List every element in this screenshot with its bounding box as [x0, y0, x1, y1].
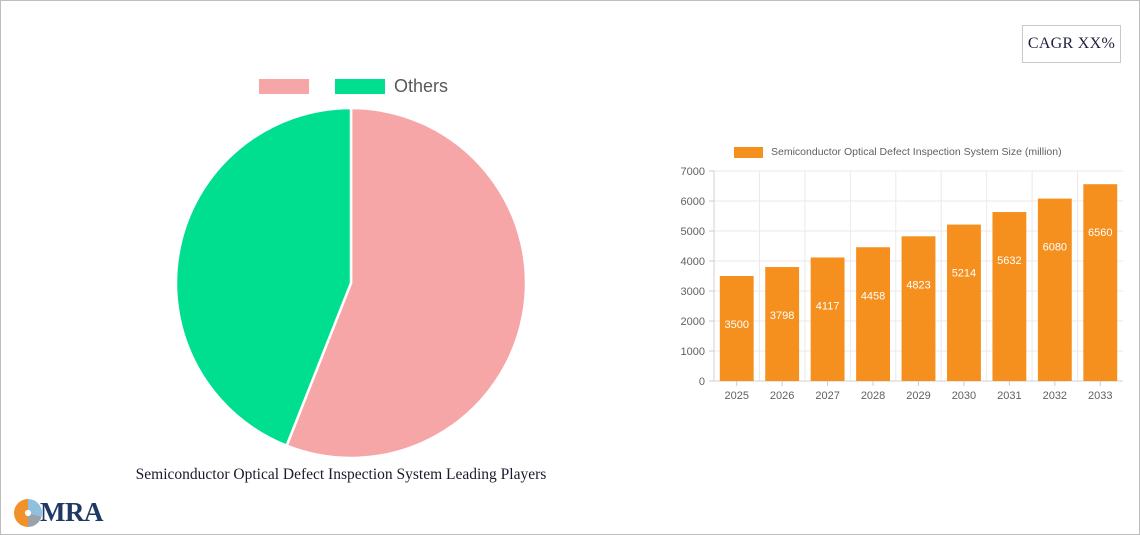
pie-slices — [176, 108, 526, 458]
logo-mark-lightblue-segment — [28, 498, 43, 516]
pie-legend-label-1: Others — [394, 75, 449, 96]
pie-slice-1[interactable] — [176, 108, 353, 448]
bar-value-label-2032: 6080 — [1043, 242, 1067, 254]
bar-2029[interactable] — [901, 236, 936, 381]
bar-2032[interactable] — [1037, 198, 1072, 381]
cagr-badge: CAGR XX% — [1022, 25, 1121, 63]
bar-2027[interactable] — [810, 257, 845, 381]
pie-chart-svg — [176, 108, 526, 458]
x-axis-tick-labels: 2025 2026 2027 2028 2029 2030 2031 2032 2033 — [724, 381, 1113, 402]
pie-chart — [176, 108, 526, 458]
bar-value-labels: 3500 3798 4117 4458 4823 5214 5632 6080 6560 — [724, 227, 1112, 331]
bar-2033[interactable] — [1083, 184, 1118, 381]
pie-legend-swatch-0 — [259, 78, 309, 94]
pie-legend-item-0[interactable] — [259, 78, 309, 94]
y-axis-tick-label: 6000 — [681, 196, 705, 208]
pie-chart-panel: Others Semiconductor Optical Defect Insp… — [21, 61, 661, 501]
x-axis-tick-label-2030: 2030 — [952, 390, 976, 402]
pie-legend-item-1[interactable]: Others — [335, 76, 448, 97]
logo-mark-center-hole — [24, 509, 32, 516]
y-axis-tick-label: 1000 — [681, 346, 705, 358]
x-axis-tick-label-2032: 2032 — [1043, 390, 1067, 402]
bar-chart-plot: 0 1000 2000 3000 4000 5000 6000 7000 3500 3798 41… — [673, 163, 1128, 411]
bars — [719, 184, 1118, 381]
bar-value-label-2031: 5632 — [997, 255, 1021, 267]
x-axis-tick-label-2031: 2031 — [997, 390, 1021, 402]
bar-legend[interactable]: Semiconductor Optical Defect Inspection … — [734, 146, 1062, 158]
x-axis-tick-label-2025: 2025 — [724, 390, 748, 402]
x-axis-tick-label-2027: 2027 — [815, 390, 839, 402]
pie-slice-0[interactable] — [284, 108, 526, 458]
bar-chart-panel: Semiconductor Optical Defect Inspection … — [673, 141, 1128, 411]
cagr-badge-label: CAGR XX% — [1027, 35, 1116, 52]
x-axis-tick-label-2029: 2029 — [906, 390, 930, 402]
logo: MRA — [13, 497, 103, 528]
y-axis-tick-label: 0 — [699, 376, 705, 388]
x-axis-tick-label-2026: 2026 — [770, 390, 794, 402]
y-axis-tick-label: 7000 — [681, 166, 705, 178]
logo-mark-gray-segment — [28, 512, 42, 527]
bar-value-label-2026: 3798 — [770, 310, 794, 322]
y-axis-tick-label: 5000 — [681, 226, 705, 238]
y-axis-tick-label: 3000 — [681, 286, 705, 298]
bar-value-label-2029: 4823 — [906, 279, 930, 291]
bar-2031[interactable] — [992, 212, 1027, 381]
bar-2026[interactable] — [765, 267, 800, 381]
bar-2028[interactable] — [856, 247, 890, 381]
bar-value-label-2030: 5214 — [952, 268, 976, 280]
pie-legend: Others — [259, 75, 448, 97]
bar-value-label-2033: 6560 — [1088, 227, 1112, 239]
y-axis-ticks — [709, 170, 714, 382]
x-axis-tick-label-2033: 2033 — [1088, 390, 1112, 402]
bar-value-label-2028: 4458 — [861, 290, 885, 302]
y-axis-tick-label: 4000 — [681, 256, 705, 268]
bar-legend-swatch — [734, 146, 763, 158]
y-axis-tick-labels: 0 1000 2000 3000 4000 5000 6000 7000 — [681, 166, 705, 388]
bar-legend-label: Semiconductor Optical Defect Inspection … — [771, 146, 1062, 158]
x-axis-tick-label-2028: 2028 — [861, 390, 885, 402]
logo-mark-orange-segment — [14, 498, 28, 527]
bar-value-label-2025: 3500 — [724, 319, 748, 331]
pie-legend-swatch-1 — [335, 78, 385, 94]
bar-2025[interactable] — [719, 276, 754, 381]
bar-2030[interactable] — [947, 224, 981, 381]
y-axis-tick-label: 2000 — [681, 316, 705, 328]
bar-value-label-2027: 4117 — [816, 300, 840, 312]
pie-chart-caption: Semiconductor Optical Defect Inspection … — [135, 466, 547, 483]
logo-text: MRA — [40, 497, 103, 527]
mra-pie-mark-icon — [14, 498, 43, 527]
bar-chart-svg: 0 1000 2000 3000 4000 5000 6000 7000 3500 3798 41… — [681, 166, 1123, 402]
